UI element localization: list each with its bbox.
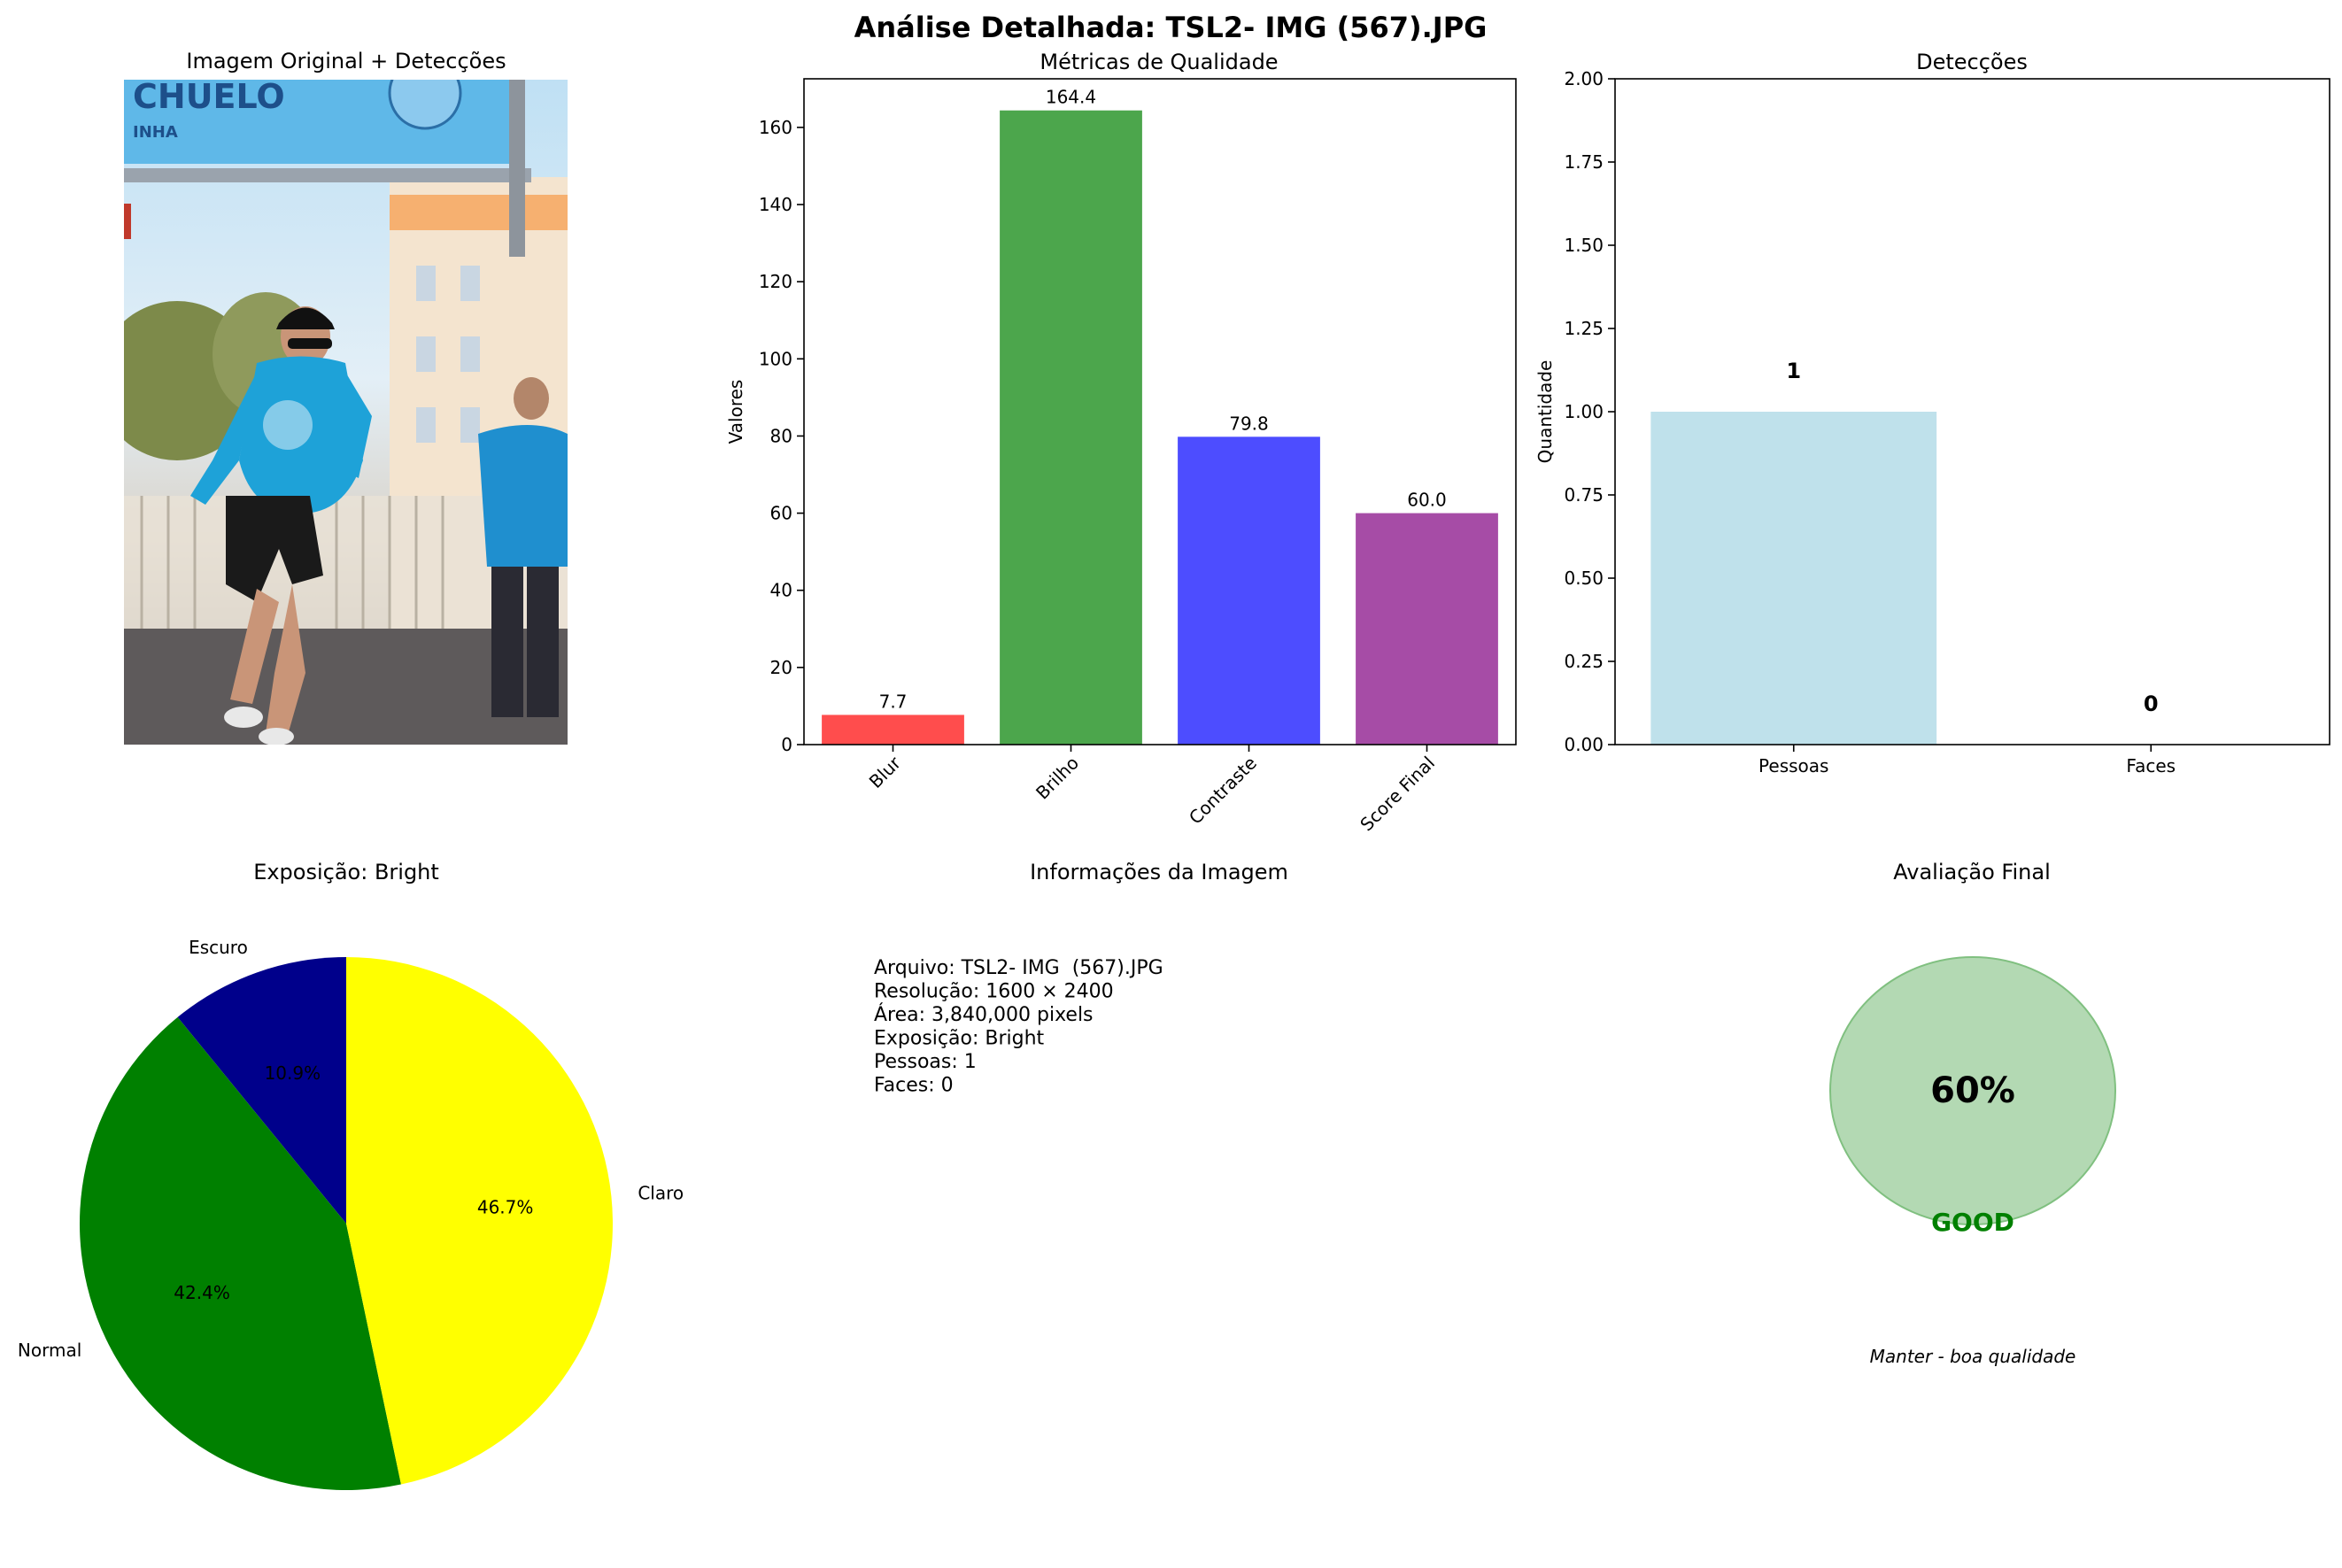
photo-panel-title: Imagem Original + Detecções <box>186 49 506 73</box>
y-tick-label: 60 <box>770 503 792 524</box>
y-tick-label: 0.50 <box>1564 568 1604 589</box>
detections-x-axis: Pessoas Faces <box>1758 745 2176 776</box>
runner-figure <box>190 306 372 745</box>
bar-pessoas <box>1650 412 1937 745</box>
bar-contraste <box>1178 436 1320 745</box>
y-tick-label: 1.50 <box>1564 235 1604 256</box>
recommendation-text: Manter - boa qualidade <box>1870 1346 2076 1367</box>
exposure-pie-chart: Exposição: Bright Escuro 10.9% Normal 42.4%… <box>18 860 684 1490</box>
metrics-x-axis: Blur Brilho Contraste Score Final <box>865 745 1439 835</box>
x-tick-label: Brilho <box>1032 753 1083 804</box>
x-tick-label: Contraste <box>1185 753 1261 829</box>
y-tick-label: 100 <box>759 348 792 369</box>
y-tick-label: 120 <box>759 271 792 292</box>
info-line: Faces: 0 <box>874 1075 954 1097</box>
pie-slice-escuro <box>177 957 346 1224</box>
info-panel: Informações da Imagem Arquivo: TSL2- IMG… <box>874 860 1288 1097</box>
exposure-pie-labels: Escuro 10.9% Normal 42.4% Claro 46.7% <box>18 937 684 1361</box>
info-panel-title: Informações da Imagem <box>1030 860 1288 884</box>
bar-value-label: 7.7 <box>879 691 908 712</box>
x-tick-label: Blur <box>865 752 906 792</box>
photo-banner-text: CHUELO <box>133 77 285 116</box>
info-line: Resolução: 1600 × 2400 <box>874 981 1114 1003</box>
bar-blur <box>822 714 964 745</box>
metrics-bars: 7.7 164.4 79.8 60.0 <box>822 87 1498 745</box>
y-tick-label: 160 <box>759 117 792 138</box>
final-evaluation-panel: Avaliação Final 60% GOOD Manter - boa qu… <box>1829 860 2116 1367</box>
pie-category-label: Claro <box>638 1183 684 1204</box>
bar-brilho <box>1000 110 1142 745</box>
final-panel-title: Avaliação Final <box>1893 860 2051 884</box>
pie-percent-label: 10.9% <box>265 1062 321 1084</box>
metrics-y-axis: 0 20 40 60 80 100 120 140 160 <box>759 117 804 755</box>
detections-chart-title: Detecções <box>1916 50 2028 74</box>
bar-value-label: 60.0 <box>1407 490 1447 511</box>
pie-category-label: Escuro <box>189 937 248 958</box>
score-percent: 60% <box>1930 1070 2015 1111</box>
y-tick-label: 0.00 <box>1564 734 1604 755</box>
spectator-figure <box>478 377 568 717</box>
bar-value-label: 79.8 <box>1229 413 1269 434</box>
race-photo: CHUELO INHA <box>124 77 568 745</box>
y-tick-label: 1.00 <box>1564 401 1604 422</box>
exposure-pie-title: Exposição: Bright <box>253 860 439 884</box>
y-tick-label: 20 <box>770 657 792 678</box>
info-line: Exposição: Bright <box>874 1028 1045 1050</box>
pie-slice-normal <box>80 1016 401 1490</box>
bar-value-label: 1 <box>1786 359 1801 383</box>
x-tick-label: Faces <box>2126 755 2176 776</box>
y-tick-label: 0 <box>781 734 792 755</box>
metrics-chart-title: Métricas de Qualidade <box>1040 50 1278 74</box>
detections-chart: Detecções Quantidade 10 0.000.250.500.75… <box>1534 50 2330 776</box>
pie-category-label: Normal <box>18 1340 81 1361</box>
x-tick-label: Pessoas <box>1758 755 1828 776</box>
exposure-pie-slices <box>80 957 613 1490</box>
y-tick-label: 0.75 <box>1564 484 1604 506</box>
bar-score-final <box>1356 513 1498 745</box>
info-line: Área: 3,840,000 pixels <box>874 1003 1094 1026</box>
y-tick-label: 140 <box>759 194 792 215</box>
pie-percent-label: 46.7% <box>477 1196 534 1217</box>
photo-banner-subtext: INHA <box>133 123 178 142</box>
metrics-chart-ylabel: Valores <box>725 380 746 444</box>
info-line: Arquivo: TSL2- IMG (567).JPG <box>874 957 1163 979</box>
detections-bars: 10 <box>1650 359 2159 745</box>
y-tick-label: 1.25 <box>1564 318 1604 339</box>
detections-chart-ylabel: Quantidade <box>1534 360 1556 464</box>
y-tick-label: 40 <box>770 580 792 601</box>
pie-percent-label: 42.4% <box>174 1282 230 1303</box>
y-tick-label: 0.25 <box>1564 651 1604 672</box>
bar-value-label: 0 <box>2144 691 2159 716</box>
y-tick-label: 1.75 <box>1564 151 1604 173</box>
detections-chart-frame <box>1614 78 2330 745</box>
y-tick-label: 2.00 <box>1564 68 1604 89</box>
x-tick-label: Score Final <box>1356 753 1439 836</box>
photo-panel: Imagem Original + Detecções <box>124 49 568 745</box>
info-line: Pessoas: 1 <box>874 1051 977 1073</box>
y-tick-label: 80 <box>770 425 792 446</box>
score-circle <box>1829 956 2116 1225</box>
bar-value-label: 164.4 <box>1046 87 1096 108</box>
detections-y-axis: 0.00 0.25 0.50 0.75 1.00 1.25 1.50 1.75 2.00 <box>1564 68 1615 755</box>
pie-slice-claro <box>346 957 613 1485</box>
rating-label: GOOD <box>1931 1208 2014 1237</box>
metrics-chart-frame <box>803 78 1517 745</box>
metrics-chart: Métricas de Qualidade Valores 7.7 164.4 79… <box>725 50 1517 835</box>
figure-suptitle: Análise Detalhada: TSL2- IMG (567).JPG <box>854 11 1488 44</box>
